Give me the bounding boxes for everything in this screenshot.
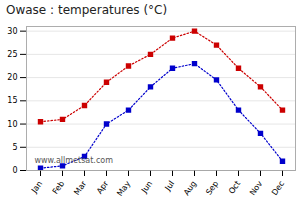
svg-text:30: 30 [7,27,17,36]
svg-text:Jul: Jul [163,179,176,193]
svg-text:Apr: Apr [95,179,111,196]
svg-text:Nov: Nov [248,179,264,197]
svg-text:15: 15 [7,96,17,105]
svg-text:10: 10 [7,120,17,129]
svg-text:25: 25 [7,50,17,59]
html-text:Owase : temperatures (°C): Owase : temperatures (°C) [6,3,168,17]
svg-text:5: 5 [12,143,17,152]
svg-text:0: 0 [12,166,17,175]
svg-text:Mar: Mar [72,179,88,197]
svg-text:Jun: Jun [139,179,154,195]
svg-text:Jan: Jan [29,179,44,195]
svg-text:May: May [115,179,132,198]
svg-text:Dec: Dec [270,179,286,197]
svg-text:Sep: Sep [204,179,220,197]
svg-text:Feb: Feb [51,179,67,196]
svg-text:20: 20 [7,73,17,82]
svg-text:Oct: Oct [227,179,242,196]
svg-text:Aug: Aug [182,179,198,197]
svg-text:www.allmetsat.com: www.allmetsat.com [35,156,114,165]
